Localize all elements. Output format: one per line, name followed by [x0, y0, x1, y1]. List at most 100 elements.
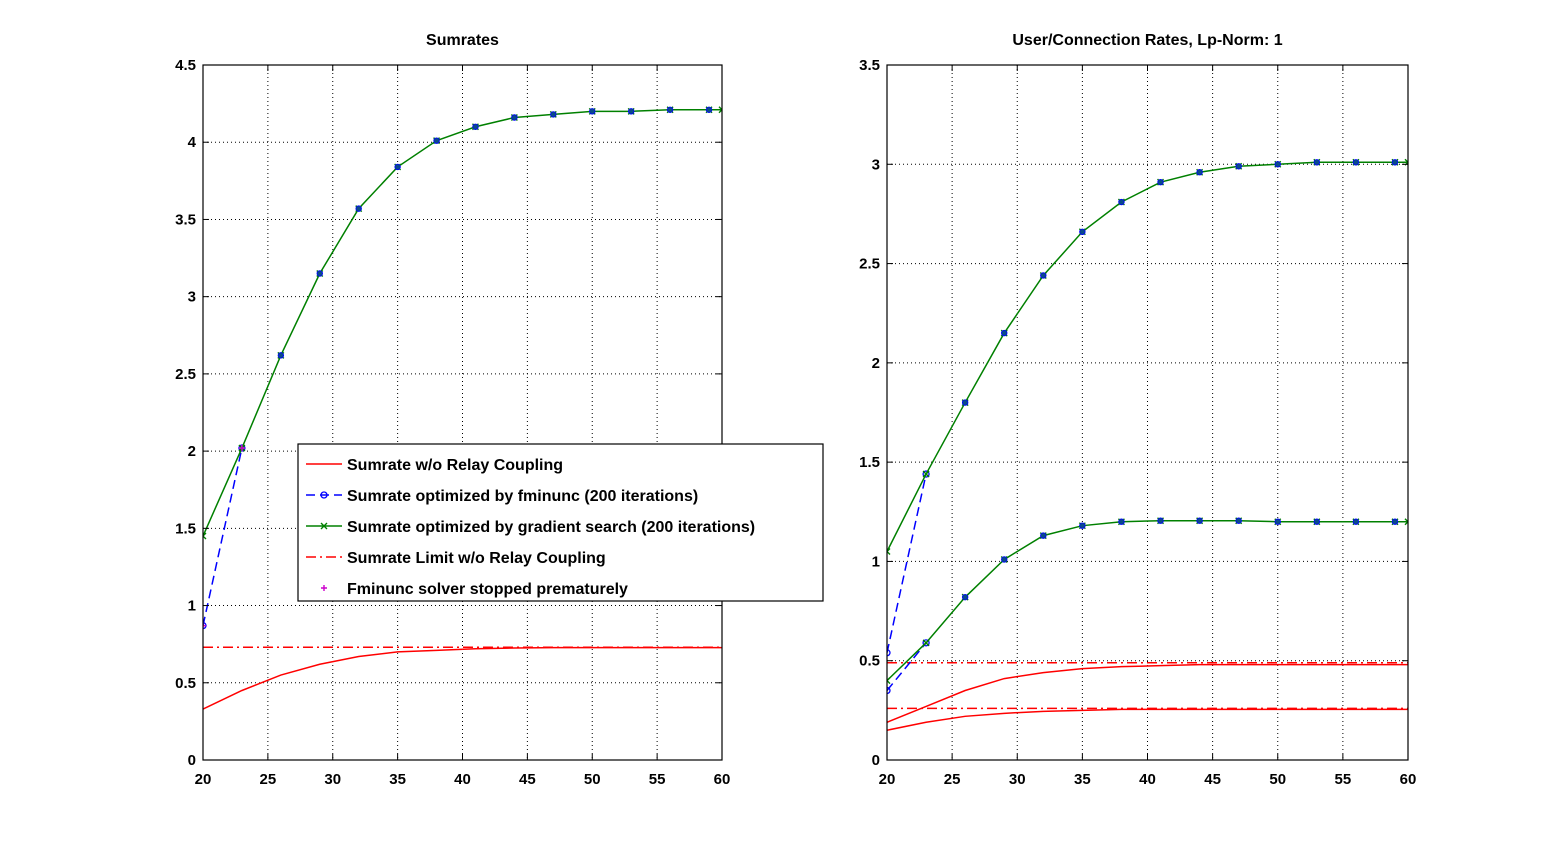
y-tick-label: 2.5: [859, 256, 880, 273]
x-tick-label: 30: [324, 771, 341, 788]
overlap-marker-point: [1391, 159, 1399, 166]
overlap-marker-point: [1079, 522, 1086, 529]
x-tick-label: 35: [389, 771, 406, 788]
series-1-line: [887, 663, 1408, 723]
x-tick-label: 60: [1400, 771, 1417, 788]
legend-entry-label: Sumrate optimized by gradient search (20…: [347, 519, 755, 536]
y-tick-label: 4: [188, 134, 197, 151]
series-group: [203, 106, 722, 710]
overlap-marker-point: [1157, 517, 1164, 524]
legend-swatch-marker: [320, 522, 328, 530]
y-tick-label: 2.5: [175, 366, 196, 383]
series-6-point: [887, 686, 891, 695]
chart-panel-1: 20 25 30 35 40 45 50 55 60 0 0.5 1 1.5 2 2.5 3 3.5 4 4.5 Su…: [175, 32, 730, 788]
x-tick-label: 25: [944, 771, 961, 788]
y-tick-label: 3.5: [859, 57, 880, 74]
legend-entry-label: Sumrate optimized by fminunc (200 iterat…: [347, 488, 698, 505]
overlap-marker-point: [1040, 272, 1047, 279]
x-tick-label: 25: [260, 771, 277, 788]
x-tick-label: 55: [649, 771, 666, 788]
y-tick-label: 2: [188, 443, 196, 460]
y-tick-label: 3: [872, 156, 880, 173]
legend-swatch-marker: [320, 491, 328, 499]
series-2-line: [203, 447, 243, 626]
overlap-marker-point: [1196, 517, 1203, 524]
plot-area: [203, 65, 722, 760]
x-tick-label: 35: [1074, 771, 1091, 788]
overlap-marker-point: [589, 108, 596, 115]
series-5-point: [887, 649, 891, 657]
x-tick-label: 45: [519, 771, 536, 788]
overlap-marker-point: [1352, 159, 1360, 166]
x-tick-label: 30: [1009, 771, 1026, 788]
y-tick-label: 1.5: [859, 454, 880, 471]
x-tick-label: 50: [584, 771, 601, 788]
y-tick-label: 0.5: [859, 653, 880, 670]
y-tick-label: 0: [872, 752, 880, 769]
series-7-point: [887, 548, 891, 555]
chart-panel-2: 20 25 30 35 40 45 50 55 60 0 0.5 1 1.5 2 2.5 3 3.5 User/C…: [859, 32, 1416, 788]
overlap-marker-point: [1235, 163, 1242, 170]
overlap-marker-point: [1274, 161, 1281, 168]
y-tick-label: 1: [872, 553, 880, 570]
legend-swatch-marker: [321, 585, 327, 591]
legend-entry-label: Sumrate w/o Relay Coupling: [347, 457, 563, 474]
series-6-line: [887, 642, 927, 691]
x-tick-label: 45: [1204, 771, 1221, 788]
overlap-marker-point: [1040, 532, 1047, 539]
overlap-marker-point: [1391, 518, 1399, 525]
series-3-point: [203, 532, 207, 540]
x-tick-label: 40: [1139, 771, 1156, 788]
x-tick-label: 50: [1269, 771, 1286, 788]
x-tick-label: 20: [195, 771, 212, 788]
series-5-line: [887, 473, 927, 653]
overlap-marker-point: [433, 137, 440, 144]
overlap-marker-point: [1352, 518, 1360, 525]
overlap-marker-point: [1274, 518, 1281, 525]
overlap-marker-point: [316, 270, 323, 277]
chart-title: Sumrates: [426, 32, 499, 49]
series-3-point: [718, 106, 722, 114]
overlap-marker-point: [1118, 518, 1125, 525]
legend-box: [297, 443, 824, 602]
overlap-marker-point: [961, 399, 969, 406]
y-tick-label: 3: [188, 289, 196, 306]
series-2-line: [887, 708, 1408, 731]
overlap-marker-point: [1079, 228, 1086, 235]
x-tick-label: 40: [454, 771, 471, 788]
series-5-point: [238, 445, 245, 452]
overlap-marker-point: [1001, 329, 1008, 337]
y-tick-label: 1: [188, 598, 196, 615]
overlap-marker-point: [1118, 198, 1125, 206]
overlap-marker-point: [394, 163, 401, 171]
overlap-marker-point: [1157, 178, 1164, 186]
legend: Sumrate w/o Relay Coupling Sumrate optimi…: [297, 443, 824, 602]
plot-area: [887, 65, 1408, 760]
overlap-marker-point: [627, 108, 635, 115]
y-tick-label: 0: [188, 752, 196, 769]
overlap-marker-point: [1001, 556, 1008, 563]
overlap-marker-point: [472, 123, 479, 130]
overlap-marker-point: [1235, 517, 1242, 524]
y-tick-label: 2: [872, 355, 880, 372]
y-tick-label: 4.5: [175, 57, 196, 74]
chart-title: User/Connection Rates, Lp-Norm: 1: [1012, 32, 1282, 49]
series-5-point: [203, 622, 206, 629]
series-6-point: [922, 639, 930, 647]
series-8-point: [1404, 518, 1408, 526]
series-5-point: [922, 470, 930, 478]
overlap-marker-point: [277, 352, 285, 359]
overlap-marker-point: [355, 205, 362, 212]
overlap-marker-point: [1196, 169, 1203, 176]
overlap-marker-point: [666, 106, 674, 113]
y-tick-label: 1.5: [175, 520, 196, 537]
overlap-marker-point: [1313, 159, 1321, 166]
legend-entry-label: Fminunc solver stopped prematurely: [347, 581, 628, 598]
x-tick-label: 20: [879, 771, 896, 788]
legend-entry-label: Sumrate Limit w/o Relay Coupling: [347, 550, 606, 567]
y-tick-label: 0.5: [175, 675, 196, 692]
series-8-point: [922, 639, 930, 647]
series-group: [887, 158, 1408, 731]
series-8-point: [887, 677, 891, 685]
